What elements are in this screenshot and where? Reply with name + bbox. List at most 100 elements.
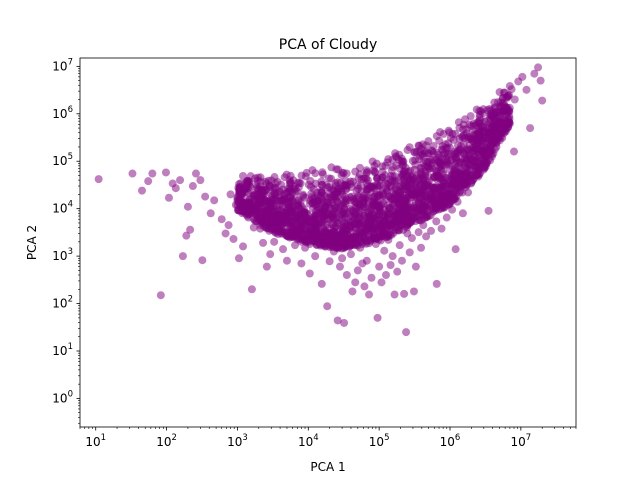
data-point — [500, 129, 509, 138]
data-point — [224, 221, 233, 230]
data-point — [356, 243, 365, 252]
data-point — [341, 177, 350, 185]
data-point — [410, 148, 419, 157]
data-point — [271, 194, 280, 203]
data-point — [388, 172, 397, 181]
data-point — [465, 141, 474, 150]
data-point — [335, 262, 344, 271]
data-point — [471, 145, 480, 154]
data-point — [442, 213, 451, 222]
y-axis: 100 101 102 103 104 105 106 107 — [52, 57, 80, 424]
data-point — [301, 172, 310, 181]
data-point — [419, 221, 428, 230]
data-point — [391, 152, 400, 161]
data-point — [371, 240, 380, 249]
data-point — [373, 181, 382, 190]
data-point — [291, 241, 300, 250]
data-point — [448, 205, 457, 214]
data-point — [536, 76, 545, 85]
data-point — [266, 250, 275, 259]
data-point — [402, 193, 411, 202]
data-point — [457, 182, 466, 191]
data-point — [340, 203, 349, 212]
data-point — [461, 163, 470, 172]
data-point — [282, 256, 291, 265]
data-point — [387, 166, 396, 175]
data-point — [381, 195, 390, 204]
data-point — [274, 221, 283, 230]
data-point — [311, 252, 320, 261]
data-point — [507, 85, 516, 94]
data-point — [297, 259, 306, 268]
data-point — [402, 328, 411, 337]
data-point — [346, 250, 355, 259]
data-point — [262, 179, 271, 188]
data-point — [426, 190, 435, 199]
data-point — [387, 230, 396, 239]
x-tick-label: 104 — [298, 433, 319, 449]
data-point — [253, 206, 262, 215]
data-point — [327, 237, 336, 246]
data-point — [451, 245, 460, 254]
data-point — [383, 220, 392, 229]
data-point — [340, 242, 349, 251]
data-point — [352, 207, 361, 216]
data-point — [138, 186, 146, 195]
data-point — [454, 118, 463, 127]
data-point — [363, 222, 372, 231]
data-point — [256, 196, 265, 205]
data-point — [504, 106, 513, 115]
data-point — [307, 182, 316, 191]
data-point — [424, 172, 433, 181]
data-point — [128, 169, 137, 178]
plot-area — [94, 63, 547, 337]
data-point — [305, 269, 314, 278]
data-point — [403, 146, 412, 155]
data-point — [466, 112, 475, 121]
data-point — [484, 206, 493, 215]
data-point — [320, 242, 329, 251]
data-point — [416, 189, 425, 198]
data-point — [474, 117, 483, 126]
y-tick-label: 104 — [52, 200, 73, 216]
data-point — [422, 232, 431, 241]
data-point — [502, 93, 511, 102]
data-point — [337, 187, 346, 196]
data-point — [373, 313, 382, 322]
data-point — [456, 171, 465, 180]
data-point — [323, 223, 332, 232]
data-point — [287, 230, 296, 239]
data-point — [487, 136, 496, 145]
data-point — [466, 122, 475, 131]
data-point — [301, 231, 310, 240]
data-point — [385, 204, 394, 213]
y-tick-label: 106 — [52, 105, 73, 121]
data-point — [478, 155, 487, 164]
data-point — [423, 181, 432, 190]
data-point — [293, 178, 302, 187]
data-point — [432, 279, 441, 288]
data-point — [340, 318, 349, 327]
data-point — [325, 174, 333, 183]
data-point — [156, 291, 165, 300]
data-point — [314, 219, 323, 228]
data-point — [360, 233, 369, 242]
data-point — [448, 130, 457, 138]
x-tick-label: 105 — [369, 433, 390, 449]
data-point — [458, 209, 467, 218]
data-point — [406, 216, 415, 225]
data-point — [393, 267, 402, 276]
y-tick-label: 107 — [52, 57, 73, 73]
data-point — [472, 105, 481, 114]
data-point — [362, 169, 371, 178]
data-point — [395, 241, 404, 250]
data-point — [395, 182, 404, 191]
data-point — [411, 262, 420, 271]
data-point — [416, 151, 425, 160]
data-point — [427, 226, 436, 235]
data-point — [397, 256, 406, 265]
data-point — [526, 124, 535, 133]
data-point — [314, 229, 323, 238]
data-point — [178, 252, 187, 261]
data-point — [496, 102, 505, 111]
